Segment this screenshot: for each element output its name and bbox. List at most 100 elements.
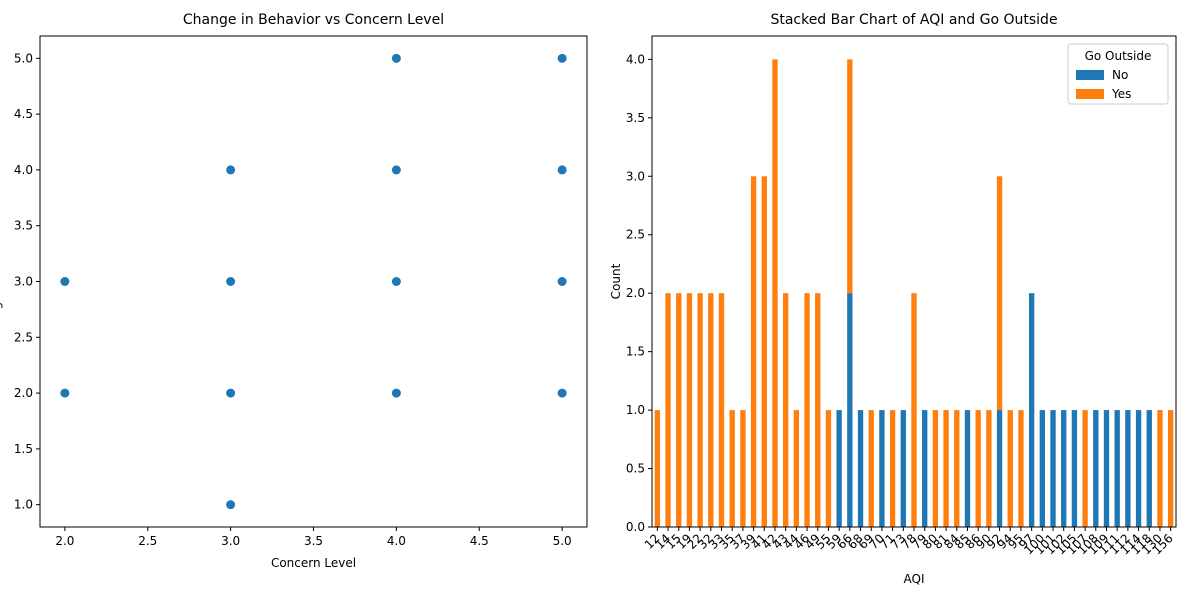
bar-segment <box>1114 410 1120 527</box>
bar-segment <box>847 59 853 294</box>
bar-segment <box>783 293 789 527</box>
y-tick-label: 4.5 <box>14 107 33 121</box>
point <box>391 53 401 63</box>
y-tick-label: 5.0 <box>14 51 33 65</box>
bar-segment <box>847 293 853 527</box>
legend-title: Go Outside <box>1085 49 1152 63</box>
bar-segment <box>665 293 671 527</box>
y-tick-label: 1.5 <box>626 345 645 359</box>
axes-frame <box>651 35 1177 528</box>
y-tick-label: 3.5 <box>626 111 645 125</box>
x-tick-label: 4.0 <box>387 534 406 548</box>
bar-segment <box>964 410 971 527</box>
x-axis-label: Concern Level <box>271 556 356 570</box>
bar-segment <box>1125 410 1131 527</box>
bar-segment <box>1028 293 1035 527</box>
bar-segment <box>1071 410 1078 527</box>
axes-frame <box>39 35 588 528</box>
bar-segment <box>740 410 746 527</box>
x-tick-label: 4.5 <box>470 534 489 548</box>
bar-segment <box>868 410 874 527</box>
y-tick-label: 2.5 <box>626 228 645 242</box>
legend-swatch <box>1076 70 1104 80</box>
y-tick-label: 4.0 <box>626 52 645 66</box>
bar-segment <box>1103 410 1110 527</box>
y-tick-label: 3.0 <box>14 275 33 289</box>
y-tick-label: 3.0 <box>626 169 645 183</box>
point <box>60 388 70 398</box>
point <box>226 277 236 286</box>
bar-segment <box>1007 410 1013 527</box>
x-tick-label: 3.0 <box>221 534 240 548</box>
legend-swatch <box>1076 89 1104 99</box>
bar-segment <box>996 410 1003 527</box>
point <box>391 277 401 286</box>
chart-title: Change in Behavior vs Concern Level <box>183 12 444 28</box>
bar-segment <box>1157 410 1163 527</box>
bar-segment <box>1146 410 1152 527</box>
bar-segment <box>761 176 767 528</box>
y-axis-label: Count <box>609 263 623 299</box>
point <box>226 500 236 510</box>
y-tick-label: 0.5 <box>626 462 645 476</box>
bar-segment <box>729 410 735 527</box>
bar-segment <box>750 176 757 528</box>
point <box>557 165 567 175</box>
point <box>557 53 567 63</box>
bar-segment <box>825 410 832 527</box>
chart-title: Stacked Bar Chart of AQI and Go Outside <box>770 12 1057 28</box>
x-tick-label: 2.5 <box>138 534 157 548</box>
bar-segment <box>954 410 960 527</box>
bar-segment <box>718 293 725 527</box>
bar-segment <box>676 293 682 527</box>
bar-segment <box>1167 410 1174 527</box>
y-axis-label: Change in Behavior <box>0 223 3 341</box>
y-tick-label: 1.0 <box>14 498 33 512</box>
y-tick-label: 1.0 <box>626 403 645 417</box>
x-axis-label: AQI <box>904 572 925 586</box>
legend-label: Yes <box>1111 87 1131 101</box>
point <box>391 388 401 398</box>
x-tick-label: 2.0 <box>55 534 74 548</box>
bar-segment <box>708 293 714 527</box>
bar-segment <box>932 410 939 527</box>
bar-segment <box>922 410 928 527</box>
bar-segment <box>1039 410 1045 527</box>
bar-segment <box>879 410 885 527</box>
bar-segment <box>911 293 917 527</box>
y-tick-label: 1.5 <box>14 442 33 456</box>
point <box>557 277 567 286</box>
bar-segment <box>996 176 1003 411</box>
bar-segment <box>697 293 703 527</box>
point <box>391 165 401 175</box>
bar-segment <box>1082 410 1088 527</box>
bar-segment <box>1135 410 1142 527</box>
bar-segment <box>857 410 864 527</box>
bar-segment <box>1050 410 1056 527</box>
bar-segment <box>815 293 821 527</box>
bar-segment <box>986 410 992 527</box>
y-tick-label: 2.0 <box>626 286 645 300</box>
bar-segment <box>654 410 661 527</box>
point <box>557 388 567 398</box>
bar-segment <box>686 293 693 527</box>
point <box>226 165 236 175</box>
point <box>60 277 70 286</box>
bar-segment <box>1018 410 1024 527</box>
bar-segment <box>836 410 842 527</box>
bar-segment <box>975 410 981 527</box>
y-tick-label: 4.0 <box>14 163 33 177</box>
y-tick-label: 2.0 <box>14 386 33 400</box>
y-tick-label: 0.0 <box>626 520 645 534</box>
bar-segment <box>1093 410 1099 527</box>
y-tick-label: 3.5 <box>14 219 33 233</box>
bar-segment <box>772 59 778 527</box>
bar-segment <box>900 410 906 527</box>
bar-segment <box>1061 410 1067 527</box>
x-tick-label: 5.0 <box>553 534 572 548</box>
bar-segment <box>793 410 800 527</box>
bar-segment <box>804 293 810 527</box>
x-tick-label: 3.5 <box>304 534 323 548</box>
y-tick-label: 2.5 <box>14 330 33 344</box>
